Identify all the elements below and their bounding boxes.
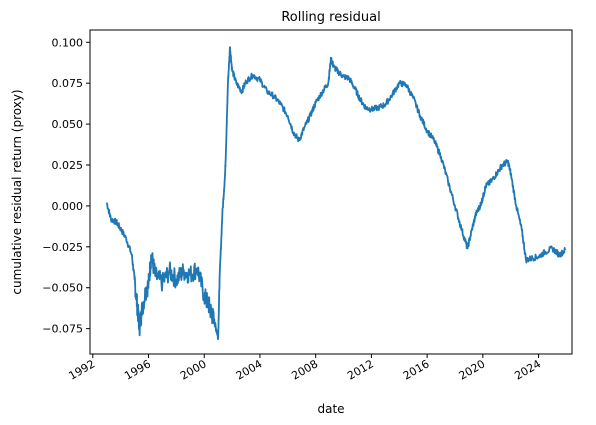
x-tick-label: 2024 <box>512 357 543 382</box>
x-tick-label: 2016 <box>401 357 432 382</box>
x-tick-label: 1996 <box>122 357 153 382</box>
y-tick-label: 0.100 <box>52 36 84 49</box>
x-tick-label: 2020 <box>457 357 488 382</box>
y-tick-label: −0.050 <box>42 282 83 295</box>
plot-area <box>89 29 573 355</box>
series-line <box>105 46 566 341</box>
x-tick-label: 2000 <box>178 357 209 382</box>
y-tick-label: 0.050 <box>52 118 84 131</box>
y-tick-label: −0.075 <box>42 323 83 336</box>
x-axis-label: date <box>317 402 344 416</box>
y-axis: −0.075 −0.050 −0.025 0.000 0.025 0.050 0.075 0.… <box>42 36 90 336</box>
y-tick-label: −0.025 <box>42 241 83 254</box>
x-tick-label: 2004 <box>234 357 265 382</box>
x-tick-label: 2008 <box>289 357 320 382</box>
chart-title: Rolling residual <box>281 10 380 25</box>
x-tick-label: 2012 <box>345 357 376 382</box>
x-axis: 1992 1996 2000 2004 2008 2012 2016 2020 2024 <box>67 354 543 383</box>
y-tick-label: 0.075 <box>52 77 84 90</box>
y-tick-label: 0.000 <box>52 200 84 213</box>
y-tick-label: 0.025 <box>52 159 84 172</box>
y-axis-label: cumulative residual return (proxy) <box>10 89 24 294</box>
x-tick-label: 1992 <box>67 357 98 382</box>
